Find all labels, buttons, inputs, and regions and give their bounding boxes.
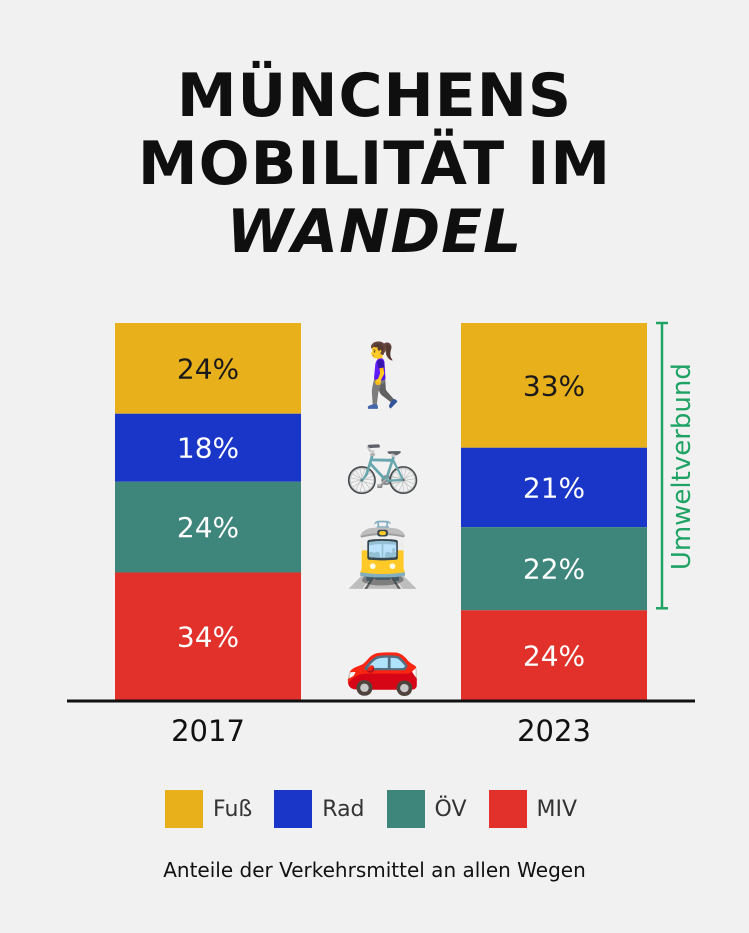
legend-label: ÖV [434, 796, 467, 822]
bar-segment-2023-Rad [461, 447, 647, 528]
bars-group: 24% 18% 24% 34% 33% 21% 22% 24% [115, 323, 647, 701]
title-line-2: MOBILITÄT IM [137, 129, 612, 199]
umweltverbund-bracket: Umweltverbund [656, 321, 697, 610]
legend-swatch [488, 790, 527, 828]
data-label-2023-Rad: 21% [523, 471, 585, 504]
data-label-2023-Fuß: 33% [523, 369, 585, 402]
x-tick-label-2017: 2017 [171, 714, 245, 748]
woman-walking-icon: 🚶‍♀️ [344, 338, 422, 411]
legend-item-Rad: Rad [274, 790, 365, 828]
legend-label: Fuß [213, 796, 253, 822]
legend-item-Fuß: Fuß [165, 790, 252, 828]
chart-caption: Anteile der Verkehrsmittel an allen Wege… [163, 858, 586, 882]
legend-label: MIV [536, 796, 578, 822]
x-tick-labels: 2017 2023 [171, 714, 591, 748]
tram-icon: 🚊 [344, 518, 422, 591]
bar-segment-2023-Fuß [461, 323, 647, 448]
legend-swatch [165, 790, 203, 828]
data-label-2017-MIV: 34% [177, 621, 239, 654]
legend-swatch [386, 790, 425, 828]
bar-segment-2023-MIV [461, 610, 647, 701]
title-line-1: MÜNCHENS [176, 61, 573, 131]
x-tick-label-2023: 2023 [517, 714, 591, 748]
chart-title: MÜNCHENS MOBILITÄT IM WANDEL [0, 62, 749, 266]
legend-item-MIV: MIV [488, 790, 578, 828]
legend: Fuß Rad ÖV MIV [165, 790, 599, 828]
title-line-3: WANDEL [226, 197, 523, 267]
bar-segment-2017-Fuß [115, 323, 301, 414]
bar-segment-2017-Rad [115, 413, 301, 482]
legend-swatch [274, 790, 313, 828]
bicycle-icon: 🚲 [344, 423, 422, 496]
bar-segment-2023-ÖV [461, 527, 647, 611]
car-icon: 🚗 [344, 625, 422, 698]
legend-item-ÖV: ÖV [386, 790, 467, 828]
data-label-2017-ÖV: 24% [177, 511, 239, 544]
bar-segment-2017-MIV [115, 572, 301, 701]
data-label-2023-ÖV: 22% [523, 553, 585, 586]
umweltverbund-label: Umweltverbund [667, 363, 697, 570]
data-label-2017-Rad: 18% [177, 432, 239, 465]
data-label-2017-Fuß: 24% [177, 352, 239, 385]
data-label-2023-MIV: 24% [523, 640, 585, 673]
legend-label: Rad [322, 796, 365, 822]
bar-segment-2017-ÖV [115, 481, 301, 573]
